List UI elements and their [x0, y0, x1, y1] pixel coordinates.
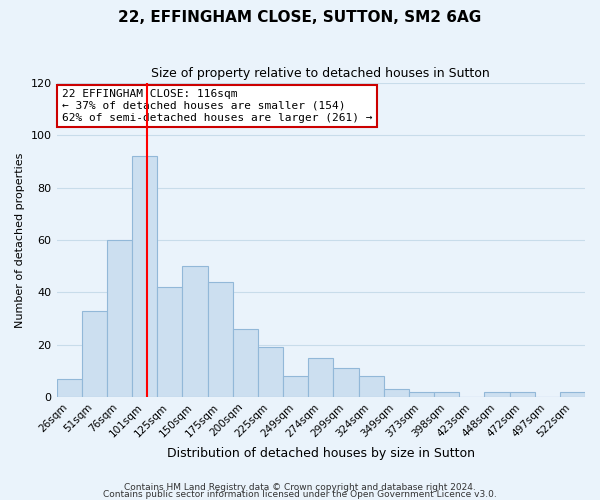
Bar: [283, 376, 308, 397]
Bar: [334, 368, 359, 397]
Bar: [409, 392, 434, 397]
Bar: [132, 156, 157, 397]
Text: 22, EFFINGHAM CLOSE, SUTTON, SM2 6AG: 22, EFFINGHAM CLOSE, SUTTON, SM2 6AG: [118, 10, 482, 25]
Bar: [82, 310, 107, 397]
X-axis label: Distribution of detached houses by size in Sutton: Distribution of detached houses by size …: [167, 447, 475, 460]
Bar: [560, 392, 585, 397]
Bar: [157, 287, 182, 397]
Title: Size of property relative to detached houses in Sutton: Size of property relative to detached ho…: [151, 68, 490, 80]
Bar: [182, 266, 208, 397]
Text: Contains public sector information licensed under the Open Government Licence v3: Contains public sector information licen…: [103, 490, 497, 499]
Y-axis label: Number of detached properties: Number of detached properties: [15, 152, 25, 328]
Bar: [107, 240, 132, 397]
Bar: [233, 329, 258, 397]
Bar: [434, 392, 459, 397]
Text: 22 EFFINGHAM CLOSE: 116sqm
← 37% of detached houses are smaller (154)
62% of sem: 22 EFFINGHAM CLOSE: 116sqm ← 37% of deta…: [62, 90, 373, 122]
Bar: [383, 389, 409, 397]
Bar: [56, 378, 82, 397]
Bar: [509, 392, 535, 397]
Bar: [484, 392, 509, 397]
Bar: [359, 376, 383, 397]
Bar: [308, 358, 334, 397]
Text: Contains HM Land Registry data © Crown copyright and database right 2024.: Contains HM Land Registry data © Crown c…: [124, 484, 476, 492]
Bar: [208, 282, 233, 397]
Bar: [258, 347, 283, 397]
